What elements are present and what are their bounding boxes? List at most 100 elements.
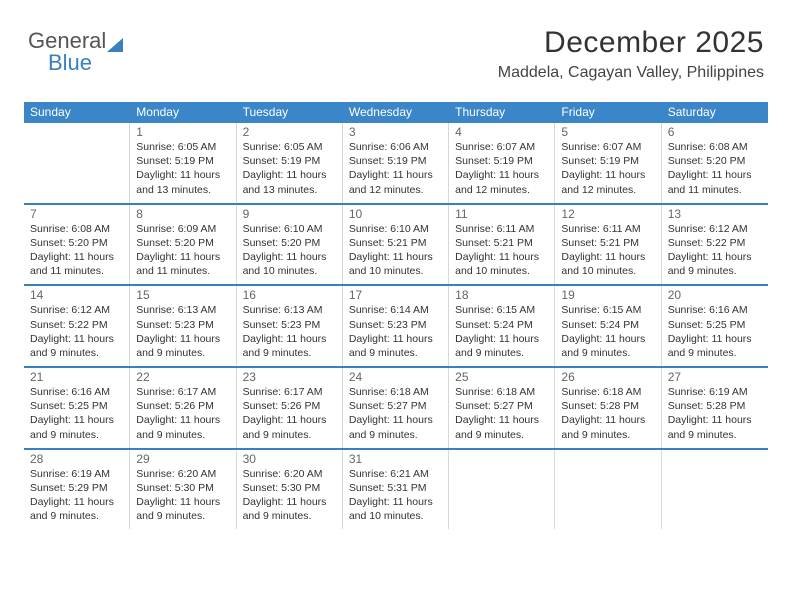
week-row: 1Sunrise: 6:05 AMSunset: 5:19 PMDaylight… [24,123,768,205]
day-number: 7 [30,207,123,221]
sunset-text: Sunset: 5:23 PM [243,318,336,332]
sunrise-text: Sunrise: 6:17 AM [243,385,336,399]
sunset-text: Sunset: 5:30 PM [136,481,229,495]
sunrise-text: Sunrise: 6:19 AM [30,467,123,481]
day-number: 1 [136,125,229,139]
week-row: 28Sunrise: 6:19 AMSunset: 5:29 PM Dayligh… [24,450,768,530]
sunrise-text: Sunrise: 6:20 AM [136,467,229,481]
day-cell: 1Sunrise: 6:05 AMSunset: 5:19 PMDaylight… [130,123,236,203]
sunset-text: Sunset: 5:19 PM [243,154,336,168]
sunset-text: Sunset: 5:20 PM [668,154,762,168]
daylight-text: Daylight: 11 hours and 9 minutes. [668,413,762,441]
sunrise-text: Sunrise: 6:11 AM [561,222,654,236]
sunset-text: Sunset: 5:23 PM [349,318,442,332]
sunrise-text: Sunrise: 6:15 AM [561,303,654,317]
day-number: 28 [30,452,123,466]
daylight-text: Daylight: 11 hours and 13 minutes. [243,168,336,196]
sunset-text: Sunset: 5:24 PM [561,318,654,332]
day-cell: 30Sunrise: 6:20 AMSunset: 5:30 PMDayligh… [237,450,343,530]
sunrise-text: Sunrise: 6:16 AM [30,385,123,399]
daylight-text: Daylight: 11 hours and 9 minutes. [561,332,654,360]
day-header-wednesday: Wednesday [343,102,449,123]
sunset-text: Sunset: 5:20 PM [136,236,229,250]
sunrise-text: Sunrise: 6:19 AM [668,385,762,399]
day-number: 15 [136,288,229,302]
day-cell: 9Sunrise: 6:10 AMSunset: 5:20 PMDaylight… [237,205,343,285]
sunset-text: Sunset: 5:30 PM [243,481,336,495]
day-header-tuesday: Tuesday [237,102,343,123]
day-number: 29 [136,452,229,466]
month-title: December 2025 [498,26,764,60]
daylight-text: Daylight: 11 hours and 11 minutes. [30,250,123,278]
sunrise-text: Sunrise: 6:06 AM [349,140,442,154]
day-cell: 11Sunrise: 6:11 AMSunset: 5:21 PMDayligh… [449,205,555,285]
week-row: 14Sunrise: 6:12 AMSunset: 5:22 PMDayligh… [24,286,768,368]
daylight-text: Daylight: 11 hours and 10 minutes. [349,495,442,523]
daylight-text: Daylight: 11 hours and 9 minutes. [455,332,548,360]
sunset-text: Sunset: 5:31 PM [349,481,442,495]
sunset-text: Sunset: 5:26 PM [243,399,336,413]
daylight-text: Daylight: 11 hours and 9 minutes. [136,413,229,441]
sunrise-text: Sunrise: 6:08 AM [668,140,762,154]
sunrise-text: Sunrise: 6:09 AM [136,222,229,236]
sunset-text: Sunset: 5:29 PM [30,481,123,495]
day-number: 17 [349,288,442,302]
sunset-text: Sunset: 5:22 PM [30,318,123,332]
day-number: 4 [455,125,548,139]
daylight-text: Daylight: 11 hours and 9 minutes. [668,332,762,360]
blank-cell [449,450,555,530]
day-number: 23 [243,370,336,384]
day-number: 21 [30,370,123,384]
sunset-text: Sunset: 5:25 PM [668,318,762,332]
sunset-text: Sunset: 5:27 PM [455,399,548,413]
sunset-text: Sunset: 5:21 PM [349,236,442,250]
sunrise-text: Sunrise: 6:08 AM [30,222,123,236]
day-cell: 17Sunrise: 6:14 AMSunset: 5:23 PMDayligh… [343,286,449,366]
sunset-text: Sunset: 5:19 PM [136,154,229,168]
day-cell: 10Sunrise: 6:10 AMSunset: 5:21 PMDayligh… [343,205,449,285]
day-cell: 14Sunrise: 6:12 AMSunset: 5:22 PMDayligh… [24,286,130,366]
day-cell: 19Sunrise: 6:15 AMSunset: 5:24 PMDayligh… [555,286,661,366]
sunrise-text: Sunrise: 6:17 AM [136,385,229,399]
day-cell: 31Sunrise: 6:21 AMSunset: 5:31 PMDayligh… [343,450,449,530]
location-text: Maddela, Cagayan Valley, Philippines [498,64,764,82]
sunrise-text: Sunrise: 6:21 AM [349,467,442,481]
day-cell: 28Sunrise: 6:19 AMSunset: 5:29 PMDayligh… [24,450,130,530]
day-cell: 22Sunrise: 6:17 AMSunset: 5:26 PMDayligh… [130,368,236,448]
week-row: 7Sunrise: 6:08 AM Sunset: 5:20 PM Daylight… [24,205,768,287]
sunrise-text: Sunrise: 6:07 AM [455,140,548,154]
daylight-text: Daylight: 11 hours and 9 minutes. [243,332,336,360]
day-number: 6 [668,125,762,139]
daylight-text: Daylight: 11 hours and 9 minutes. [668,250,762,278]
day-cell: 24Sunrise: 6:18 AMSunset: 5:27 PMDayligh… [343,368,449,448]
day-number: 20 [668,288,762,302]
daylight-text: Daylight: 11 hours and 10 minutes. [243,250,336,278]
sunset-text: Sunset: 5:24 PM [455,318,548,332]
day-cell: 13Sunrise: 6:12 AMSunset: 5:22 PMDayligh… [662,205,768,285]
day-number: 22 [136,370,229,384]
sunrise-text: Sunrise: 6:15 AM [455,303,548,317]
title-block: December 2025 Maddela, Cagayan Valley, P… [498,26,764,82]
sunrise-text: Sunrise: 6:07 AM [561,140,654,154]
day-cell: 27Sunrise: 6:19 AMSunset: 5:28 PMDayligh… [662,368,768,448]
week-row: 21Sunrise: 6:16 AMSunset: 5:25 PMDayligh… [24,368,768,450]
day-cell: 5Sunrise: 6:07 AMSunset: 5:19 PMDaylight… [555,123,661,203]
calendar-grid: SundayMondayTuesdayWednesdayThursdayFrid… [24,102,768,529]
day-cell: 16Sunrise: 6:13 AMSunset: 5:23 PMDayligh… [237,286,343,366]
sunset-text: Sunset: 5:19 PM [455,154,548,168]
sunrise-text: Sunrise: 6:13 AM [243,303,336,317]
sunset-text: Sunset: 5:28 PM [561,399,654,413]
day-number: 12 [561,207,654,221]
day-cell: 29Sunrise: 6:20 AMSunset: 5:30 PMDayligh… [130,450,236,530]
day-header-monday: Monday [130,102,236,123]
day-cell: 18Sunrise: 6:15 AMSunset: 5:24 PMDayligh… [449,286,555,366]
sunset-text: Sunset: 5:21 PM [455,236,548,250]
daylight-text: Daylight: 11 hours and 9 minutes. [561,413,654,441]
daylight-text: Daylight: 11 hours and 11 minutes. [668,168,762,196]
sunrise-text: Sunrise: 6:11 AM [455,222,548,236]
day-cell: 15Sunrise: 6:13 AMSunset: 5:23 PMDayligh… [130,286,236,366]
daylight-text: Daylight: 11 hours and 9 minutes. [349,413,442,441]
day-cell: 23Sunrise: 6:17 AMSunset: 5:26 PMDayligh… [237,368,343,448]
daylight-text: Daylight: 11 hours and 9 minutes. [349,332,442,360]
logo: GeneralBlue [28,28,123,76]
